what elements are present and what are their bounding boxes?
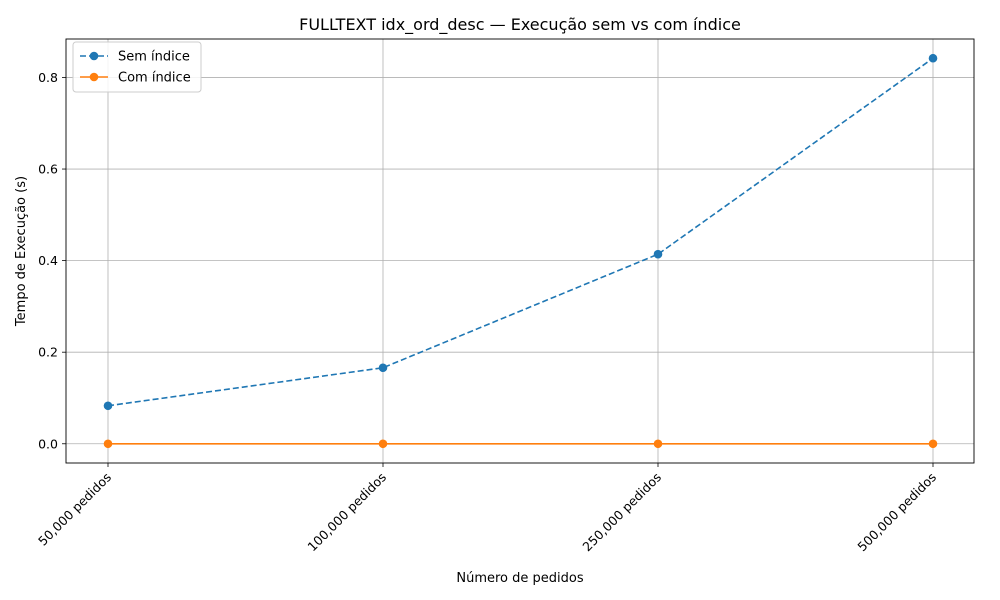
y-tick-label: 0.6 bbox=[38, 162, 58, 177]
legend-label: Com índice bbox=[118, 71, 191, 86]
legend-box bbox=[72, 41, 202, 93]
series-line-0 bbox=[107, 57, 934, 407]
data-point bbox=[103, 439, 113, 449]
y-axis-title: Tempo de Execução (s) bbox=[14, 176, 29, 327]
data-point bbox=[928, 439, 938, 449]
legend-swatch-marker bbox=[89, 72, 99, 82]
y-tick-label: 0.4 bbox=[38, 253, 58, 268]
x-tick-label: 250,000 pedidos bbox=[579, 470, 664, 555]
chart-title: FULLTEXT idx_ord_desc — Execução sem vs … bbox=[299, 15, 741, 35]
data-point bbox=[928, 53, 938, 63]
data-point bbox=[378, 439, 388, 449]
x-axis-title: Número de pedidos bbox=[456, 571, 583, 586]
data-point bbox=[103, 401, 113, 411]
y-tick-label: 0.2 bbox=[38, 345, 58, 360]
legend-label: Sem índice bbox=[118, 50, 190, 65]
x-tick-label: 100,000 pedidos bbox=[304, 470, 389, 555]
x-tick-label: 50,000 pedidos bbox=[35, 470, 114, 549]
data-point bbox=[653, 249, 663, 259]
data-point bbox=[653, 439, 663, 449]
legend: Sem índice Com índice bbox=[72, 41, 202, 93]
data-point bbox=[378, 363, 388, 373]
grid-lines bbox=[66, 39, 974, 463]
y-axis: 0.0 0.2 0.4 0.6 0.8 bbox=[38, 70, 66, 451]
legend-swatch-marker bbox=[89, 51, 99, 61]
y-tick-label: 0.0 bbox=[38, 436, 58, 451]
y-tick-label: 0.8 bbox=[38, 70, 58, 85]
plot-area-frame bbox=[65, 38, 975, 464]
series-layer bbox=[103, 53, 938, 449]
x-tick-label: 500,000 pedidos bbox=[854, 470, 939, 555]
x-axis: 50,000 pedidos 100,000 pedidos 250,000 ped… bbox=[35, 463, 939, 554]
